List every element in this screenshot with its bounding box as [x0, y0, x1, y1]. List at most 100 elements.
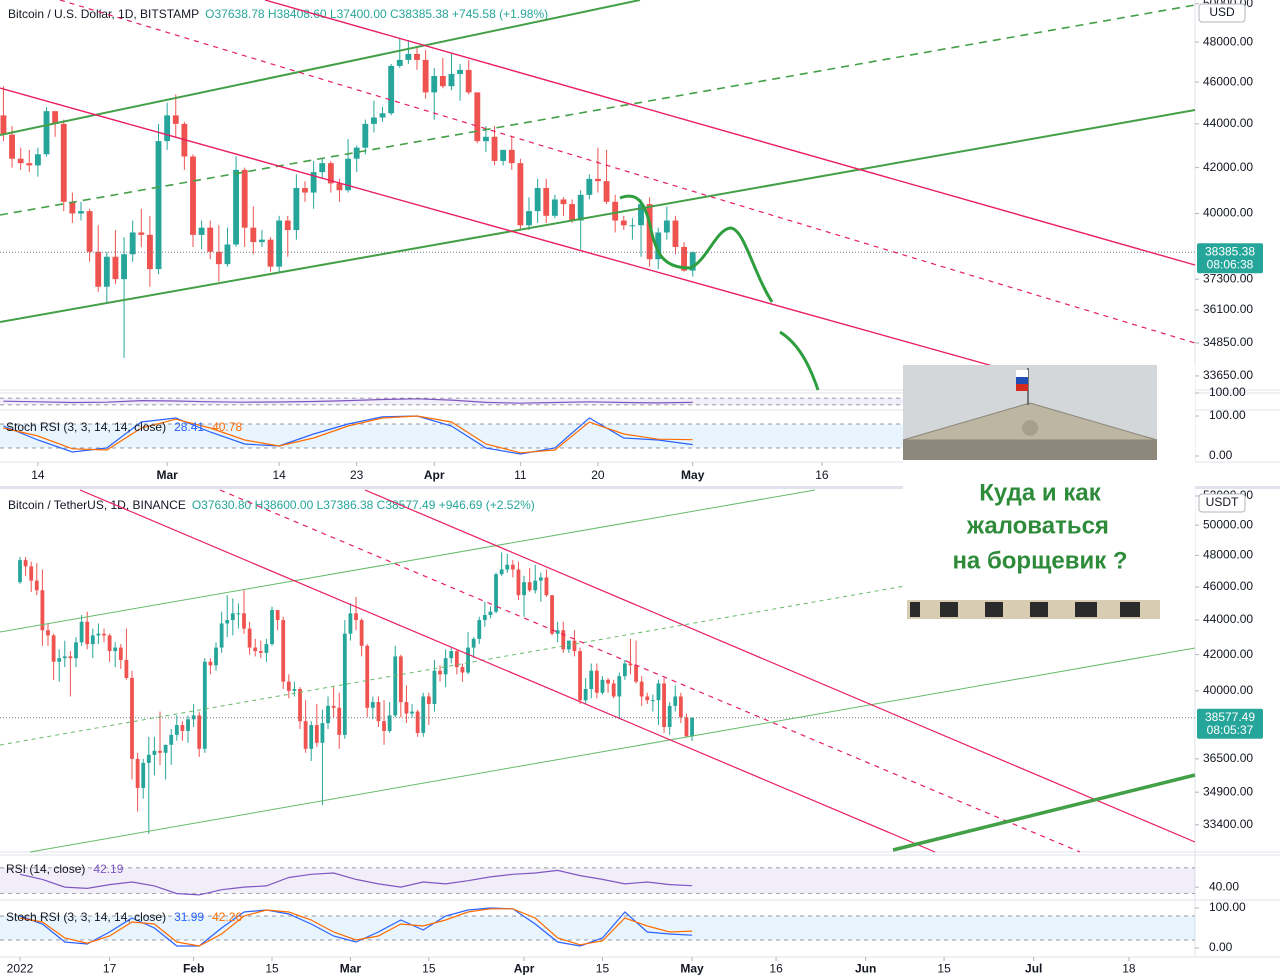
- y-tick-label: 0.00: [1209, 448, 1233, 462]
- ohlc-text: O37630.80 H38600.00 L37386.38 C38577.49 …: [192, 498, 535, 512]
- x-tick-label: 15: [937, 962, 951, 976]
- candle-body: [172, 115, 179, 124]
- candle-body: [345, 158, 352, 191]
- candle-body: [362, 123, 369, 148]
- candle-body: [589, 670, 594, 690]
- candle-body: [174, 725, 179, 735]
- indicator-band: [0, 916, 1195, 940]
- candle-body: [52, 111, 59, 124]
- candle-body: [516, 569, 521, 596]
- currency-label: USDT: [1206, 495, 1239, 509]
- candle-body: [258, 239, 265, 243]
- indicator-line: [19, 908, 693, 947]
- indicator-value: 31.99: [174, 910, 204, 924]
- candle-body: [578, 651, 582, 701]
- candle-body: [310, 172, 317, 193]
- candle-body: [85, 621, 90, 645]
- last-price-badge: [1197, 243, 1263, 274]
- y-tick-label: 36100.00: [1203, 302, 1253, 316]
- candle-body: [663, 220, 670, 233]
- candle-body: [672, 220, 679, 247]
- candle-body: [62, 656, 67, 659]
- y-tick-label: 44000.00: [1203, 612, 1253, 626]
- trend-line: [79, 489, 936, 853]
- candle-body: [118, 647, 123, 660]
- candle-body: [68, 656, 73, 659]
- trend-line: [0, 109, 1196, 323]
- currency-label: USD: [1209, 5, 1235, 19]
- candle-body: [163, 744, 168, 753]
- candle-body: [465, 69, 472, 93]
- x-tick-label: Mar: [156, 468, 178, 482]
- candle-body: [230, 613, 235, 621]
- candle-body: [505, 564, 510, 570]
- x-tick-label: 2022: [7, 962, 34, 976]
- candle-body: [284, 220, 291, 231]
- candle-body: [319, 163, 326, 173]
- candle-body: [382, 721, 386, 731]
- candle-body: [482, 615, 487, 621]
- candle-body: [225, 620, 230, 624]
- candle-body: [370, 117, 377, 124]
- x-tick-label: 11: [514, 468, 527, 482]
- candle-body: [337, 707, 342, 735]
- indicator-line: [3, 398, 693, 404]
- y-tick-label: 40000.00: [1203, 206, 1253, 220]
- y-tick-label: 34900.00: [1203, 784, 1253, 798]
- candle-body: [583, 689, 588, 701]
- indicator-line: [19, 869, 693, 896]
- flag: [1016, 384, 1028, 391]
- candle-body: [594, 670, 599, 693]
- candle-body: [152, 750, 157, 755]
- ad-text: на борщевик ?: [952, 547, 1127, 574]
- candle-body: [522, 582, 526, 596]
- last-price-label: 38577.49: [1205, 710, 1255, 724]
- candle-body: [191, 715, 196, 720]
- candle-body: [415, 711, 420, 733]
- candle-body: [302, 187, 308, 193]
- candle-body: [29, 566, 34, 581]
- candle-body: [112, 256, 119, 280]
- candle-body: [103, 256, 110, 287]
- candle-body: [43, 111, 50, 155]
- candle-body: [303, 721, 308, 749]
- candle-body: [410, 711, 414, 714]
- candle-body: [198, 227, 205, 235]
- x-tick-label: 20: [591, 468, 605, 482]
- candle-body: [431, 76, 438, 93]
- candle-body: [396, 59, 403, 66]
- candle-body: [86, 211, 93, 252]
- candle-body: [292, 689, 297, 691]
- countdown: 08:06:38: [1207, 257, 1254, 271]
- candle-body: [673, 696, 678, 706]
- candle-body: [678, 696, 683, 718]
- candle-body: [0, 115, 7, 135]
- indicator-value: 42.26: [212, 910, 242, 924]
- forecast-curve: [619, 194, 774, 303]
- candle-body: [353, 147, 360, 159]
- candle-body: [298, 689, 302, 722]
- candle-body: [146, 234, 153, 270]
- flag: [1016, 377, 1028, 384]
- x-tick-label: 15: [265, 962, 279, 976]
- y-tick-label: 44000.00: [1203, 116, 1253, 130]
- candle-body: [422, 59, 429, 93]
- indicator-line: [3, 415, 693, 454]
- candle-body: [544, 577, 549, 596]
- candle-body: [124, 659, 129, 678]
- candle-body: [586, 178, 593, 195]
- candle-body: [113, 647, 118, 652]
- candle-body: [405, 53, 412, 60]
- candle-body: [74, 642, 78, 659]
- candle-body: [102, 633, 106, 636]
- trend-line: [892, 773, 1196, 852]
- candle-body: [414, 53, 420, 60]
- candle-body: [494, 574, 498, 612]
- indicator-title: Stoch RSI (3, 3, 14, 14, close): [6, 420, 166, 434]
- y-tick-label: 0.00: [1209, 940, 1233, 954]
- candle-body: [95, 251, 102, 287]
- candle-body: [320, 723, 325, 743]
- candle-body: [158, 750, 162, 753]
- candle-body: [208, 661, 213, 666]
